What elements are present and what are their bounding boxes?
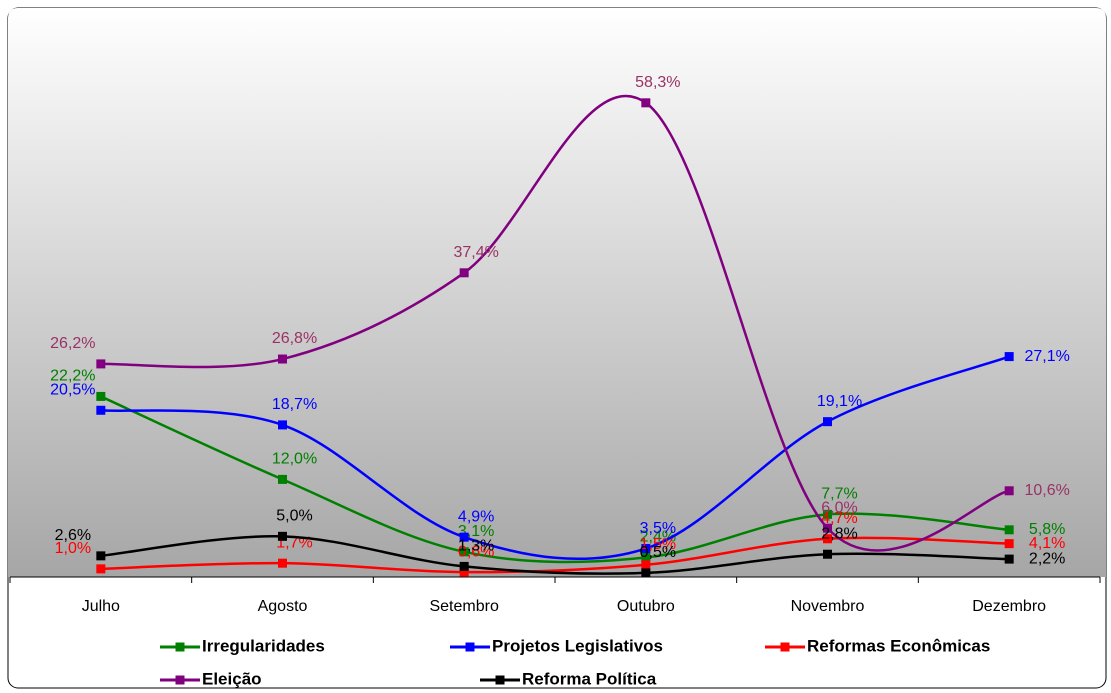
data-label: 0,6% [458, 543, 494, 560]
data-label: 4,1% [1029, 535, 1065, 552]
legend-label: Reformas Econômicas [807, 636, 990, 655]
data-label: 0,5% [640, 544, 676, 561]
point-marker [641, 544, 651, 554]
point-marker [1004, 352, 1014, 362]
point-marker [641, 98, 651, 108]
point-marker [641, 560, 651, 570]
series-line [100, 536, 1010, 574]
x-tick-label: Novembro [791, 598, 865, 615]
legend-marker [780, 642, 790, 652]
data-label: 1,3% [458, 538, 494, 555]
legend-marker [495, 675, 505, 685]
data-label: 1,0% [55, 540, 91, 557]
data-label: 22,2% [50, 368, 95, 385]
data-label: 20,5% [50, 381, 95, 398]
point-marker [459, 567, 469, 577]
x-tick-label: Dezembro [972, 598, 1046, 615]
legend-label: Irregularidades [202, 636, 325, 655]
x-tick-label: Outubro [617, 598, 675, 615]
point-marker [96, 564, 106, 574]
point-marker [278, 354, 287, 364]
data-label: 4,9% [458, 508, 494, 525]
legend-marker [175, 675, 185, 685]
x-tick-label: Agosto [258, 598, 308, 615]
data-label: 37,4% [453, 244, 498, 261]
point-marker [278, 474, 287, 484]
data-label: 18,7% [272, 396, 317, 413]
point-marker [278, 531, 287, 541]
data-label: 10,6% [1024, 482, 1069, 499]
data-label: 2,2% [1029, 550, 1065, 567]
data-label: 26,8% [272, 330, 317, 347]
point-marker [459, 532, 469, 542]
data-label: 4,7% [821, 510, 857, 527]
data-label: 6,0% [821, 499, 857, 516]
data-label: 3,5% [640, 520, 676, 537]
point-marker [823, 509, 832, 519]
point-marker [1004, 486, 1014, 496]
point-marker [641, 568, 651, 578]
point-marker [641, 552, 651, 562]
point-marker [1004, 554, 1014, 564]
point-marker [823, 534, 832, 544]
point-marker [823, 523, 832, 533]
data-label: 5,0% [276, 508, 312, 525]
data-label: 58,3% [635, 74, 680, 91]
point-marker [823, 417, 832, 427]
point-marker [96, 391, 106, 401]
point-marker [96, 405, 106, 415]
plot-area [8, 8, 1106, 577]
legend-marker [175, 642, 185, 652]
legend-label: Projetos Legislativos [492, 636, 663, 655]
point-marker [278, 420, 287, 430]
point-marker [459, 547, 469, 557]
x-tick-label: Julho [82, 598, 120, 615]
point-marker [459, 561, 469, 571]
data-label: 2,4% [640, 529, 676, 546]
point-marker [1004, 539, 1014, 549]
data-label: 26,2% [50, 335, 95, 352]
legend-label: Eleição [202, 669, 262, 688]
x-tick-label: Setembro [429, 598, 498, 615]
series-line [100, 355, 1010, 561]
legend-label: Reforma Política [522, 669, 657, 688]
data-label: 5,8% [1029, 521, 1065, 538]
point-marker [459, 268, 469, 278]
legend-marker [465, 642, 475, 652]
data-label: 12,0% [272, 451, 317, 468]
series-line [100, 534, 1010, 575]
point-marker [1004, 525, 1014, 535]
data-label: 27,1% [1024, 348, 1069, 365]
data-label: 1,5% [640, 536, 676, 553]
data-label: 2,8% [821, 525, 857, 542]
point-marker [823, 549, 832, 559]
point-marker [96, 359, 106, 369]
data-label: 7,7% [821, 486, 857, 503]
series-line [100, 395, 1010, 564]
data-label: 19,1% [817, 393, 862, 410]
point-marker [96, 551, 106, 561]
data-label: 2,6% [55, 527, 91, 544]
point-marker [278, 558, 287, 568]
